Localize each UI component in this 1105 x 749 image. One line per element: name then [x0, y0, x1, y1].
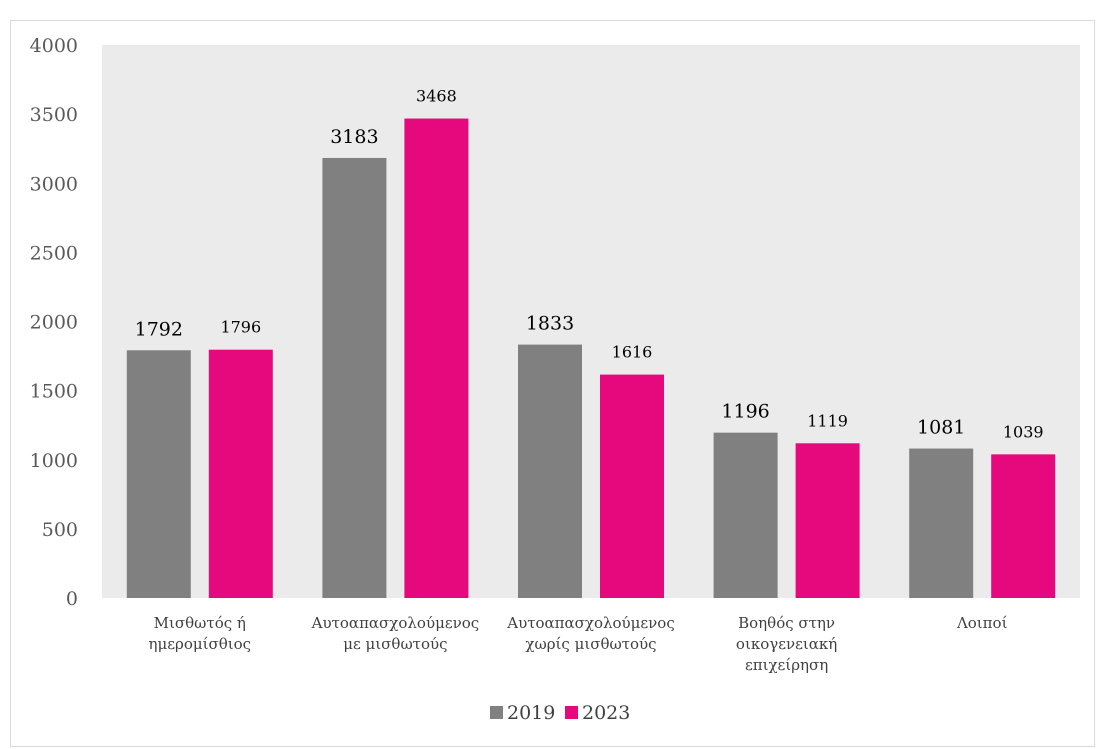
- category-label: Αυτοαπασχολούμενος χωρίς μισθωτούς: [506, 614, 674, 653]
- data-label-2019: 1833: [526, 313, 574, 335]
- data-label-2019: 1196: [721, 401, 769, 423]
- legend-swatch-2023: [565, 706, 578, 719]
- data-label-2019: 1792: [135, 318, 183, 340]
- bar-2023: [991, 454, 1056, 598]
- data-label-2019: 3183: [330, 126, 378, 148]
- bar-2019: [126, 350, 191, 598]
- bar-2023: [208, 349, 273, 598]
- y-tick-label: 4000: [30, 35, 78, 57]
- y-tick-label: 1000: [30, 450, 78, 472]
- y-tick-label: 500: [42, 519, 78, 541]
- data-label-2023: 1796: [220, 318, 261, 337]
- data-label-2023: 1616: [612, 343, 653, 362]
- legend-label-2023: 2023: [582, 702, 630, 724]
- y-tick-label: 2000: [30, 312, 78, 334]
- data-label-2019: 1081: [917, 417, 965, 439]
- legend-swatch-2019: [490, 706, 503, 719]
- y-tick-label: 3000: [30, 173, 78, 195]
- bar-2019: [713, 432, 778, 598]
- bar-2023: [795, 443, 860, 598]
- y-tick-label: 3500: [30, 104, 78, 126]
- category-label: Αυτοαπασχολούμενος με μισθωτούς: [311, 614, 479, 653]
- legend-label-2019: 2019: [507, 702, 555, 724]
- y-tick-label: 2500: [30, 242, 78, 264]
- y-tick-label: 1500: [30, 381, 78, 403]
- bar-2023: [600, 374, 664, 598]
- data-label-2023: 1039: [1003, 422, 1044, 441]
- data-label-2023: 3468: [416, 87, 457, 106]
- category-label: Μισθωτός ή ημερομίσθιος: [149, 614, 252, 653]
- category-label: Βοηθός στην οικογενειακή επιχείρηση: [736, 614, 837, 674]
- bar-2019: [518, 344, 582, 598]
- bar-2023: [404, 118, 469, 598]
- bar-2019: [909, 448, 974, 598]
- bar-2019: [322, 157, 387, 598]
- y-tick-label: 0: [66, 588, 78, 610]
- data-label-2023: 1119: [807, 411, 848, 430]
- category-label: Λοιποί: [956, 614, 1008, 632]
